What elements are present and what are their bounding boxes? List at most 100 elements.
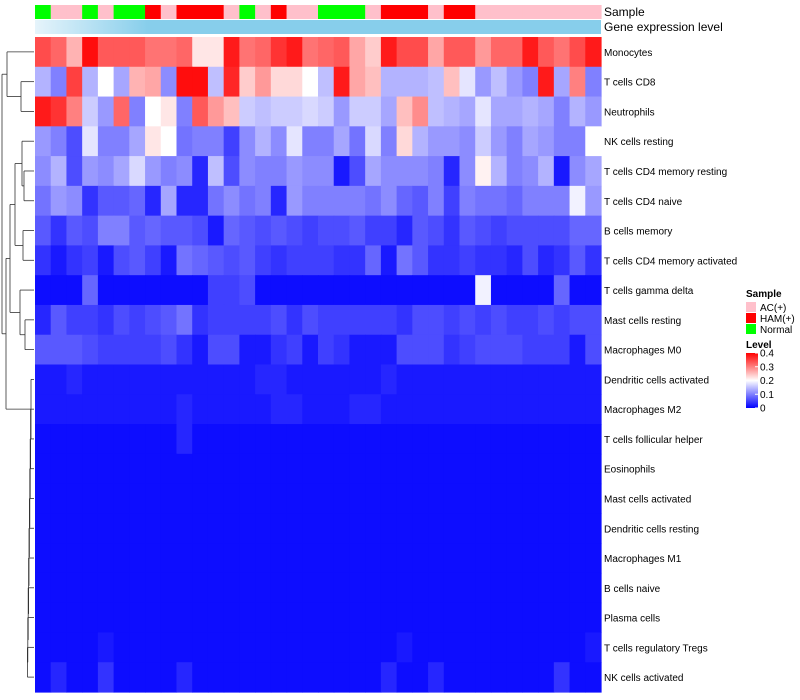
heatmap-cell xyxy=(239,513,256,544)
heatmap-cell xyxy=(396,394,413,425)
heatmap-cell xyxy=(97,602,115,634)
heatmap-cell xyxy=(82,334,99,366)
heatmap-cell xyxy=(270,364,288,395)
sample-annotation-cell xyxy=(506,5,523,19)
heatmap-cell xyxy=(286,513,303,544)
heatmap-cell xyxy=(428,602,445,634)
heatmap-cell xyxy=(380,364,398,395)
heatmap-cell xyxy=(569,156,586,187)
heatmap-cell xyxy=(239,275,256,306)
heatmap-cell xyxy=(160,364,178,395)
heatmap-cell xyxy=(82,453,99,485)
heatmap-cell xyxy=(490,126,508,157)
heatmap-cell xyxy=(82,126,99,157)
heatmap-cell xyxy=(522,483,539,514)
heatmap-cell xyxy=(50,364,68,395)
heatmap-cell xyxy=(270,304,288,336)
sample-annotation-cell xyxy=(286,5,303,19)
heatmap-cell xyxy=(255,662,272,693)
heatmap-cell xyxy=(35,662,52,693)
heatmap-cell xyxy=(160,424,178,455)
heatmap-cell xyxy=(569,96,586,127)
heatmap-cell xyxy=(443,37,461,68)
heatmap-cell xyxy=(380,662,398,693)
heatmap-cell xyxy=(522,543,539,574)
heatmap-cell xyxy=(270,334,288,366)
heatmap-cell xyxy=(176,483,193,514)
heatmap-cell xyxy=(490,394,508,425)
heatmap-cell xyxy=(113,275,130,306)
row-label: Macrophages M0 xyxy=(604,346,682,357)
heatmap-cell xyxy=(333,424,351,455)
heatmap-cell xyxy=(50,602,68,634)
heatmap-cell xyxy=(239,156,256,187)
heatmap-cell xyxy=(145,543,162,574)
heatmap-cell xyxy=(82,156,99,187)
heatmap-cell xyxy=(553,453,571,485)
sample-annotation-cell xyxy=(239,5,256,19)
heatmap-cell xyxy=(270,513,288,544)
heatmap-cell xyxy=(129,364,146,395)
heatmap-cell xyxy=(286,156,303,187)
heatmap-cell xyxy=(553,424,571,455)
heatmap-cell xyxy=(82,275,99,306)
heatmap-cell xyxy=(380,424,398,455)
heatmap-cell xyxy=(318,424,335,455)
heatmap-cell xyxy=(207,126,225,157)
heatmap-cell xyxy=(318,453,335,485)
heatmap-cell xyxy=(129,215,146,247)
heatmap-cell xyxy=(50,245,68,276)
heatmap-cell xyxy=(239,304,256,336)
heatmap-cell xyxy=(270,215,288,247)
heatmap-cell xyxy=(160,632,178,663)
heatmap-cell xyxy=(129,304,146,336)
heatmap-cell xyxy=(35,364,52,395)
heatmap-cell xyxy=(207,96,225,127)
heatmap-cell xyxy=(380,185,398,217)
heatmap-cell xyxy=(66,334,83,366)
heatmap-cell xyxy=(192,602,209,634)
sample-annotation-cell xyxy=(349,5,366,19)
sample-annotation-cell xyxy=(192,5,209,19)
heatmap-cell xyxy=(475,304,492,336)
heatmap-cell xyxy=(129,453,146,485)
heatmap-cell xyxy=(97,304,115,336)
heatmap-cell xyxy=(443,245,461,276)
heatmap-cell xyxy=(35,66,52,98)
heatmap-cell xyxy=(302,126,319,157)
heatmap-cell xyxy=(35,424,52,455)
legend-tick-label: 0.2 xyxy=(760,376,774,387)
heatmap-cell xyxy=(207,662,225,693)
heatmap-cell xyxy=(569,632,586,663)
heatmap-cell xyxy=(553,334,571,366)
heatmap-cell xyxy=(569,334,586,366)
heatmap-cell xyxy=(176,37,193,68)
heatmap-cell xyxy=(522,275,539,306)
heatmap-cell xyxy=(459,66,476,98)
heatmap-cell xyxy=(396,543,413,574)
heatmap-cell xyxy=(82,394,99,425)
heatmap-cell xyxy=(50,572,68,604)
heatmap-cell xyxy=(145,126,162,157)
heatmap-cell xyxy=(145,215,162,247)
heatmap-cell xyxy=(192,245,209,276)
heatmap-cell xyxy=(176,632,193,663)
heatmap-cell xyxy=(176,364,193,395)
heatmap-cell xyxy=(569,513,586,544)
heatmap-cell xyxy=(318,185,335,217)
heatmap-cell xyxy=(538,364,555,395)
row-label: T cells follicular helper xyxy=(604,435,703,446)
heatmap-cell xyxy=(176,245,193,276)
heatmap-cell xyxy=(176,304,193,336)
heatmap-cell xyxy=(365,334,382,366)
row-label: NK cells resting xyxy=(604,137,673,148)
heatmap-cell xyxy=(192,37,209,68)
heatmap-cell xyxy=(129,126,146,157)
heatmap-cell xyxy=(349,126,366,157)
heatmap-cell xyxy=(396,453,413,485)
heatmap-cell xyxy=(475,96,492,127)
heatmap-cell xyxy=(113,424,130,455)
heatmap-cell xyxy=(443,483,461,514)
heatmap-cell xyxy=(270,632,288,663)
heatmap-cell xyxy=(585,632,602,663)
